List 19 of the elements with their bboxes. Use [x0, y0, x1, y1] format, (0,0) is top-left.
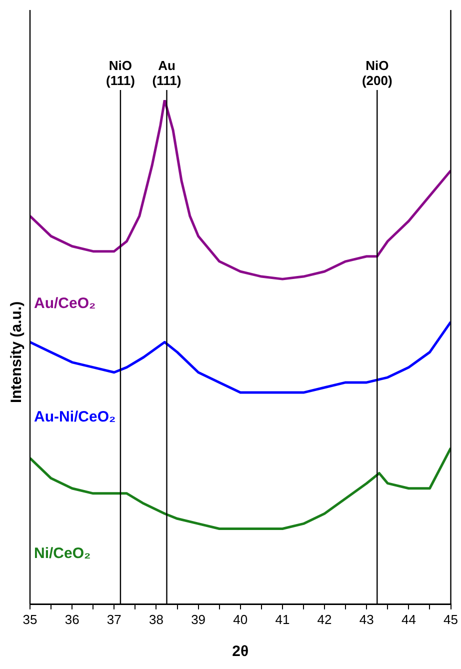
text: Ni/CeO₂: [34, 544, 91, 562]
x-tick-label: 38: [148, 612, 164, 627]
x-tick-label: 45: [444, 612, 458, 627]
x-tick-label: 40: [233, 612, 248, 627]
ref-line-label: Au (111): [152, 58, 182, 88]
text: Au-Ni/CeO₂: [34, 408, 116, 426]
y-axis-title: Intensity (a.u.): [8, 301, 26, 404]
x-axis-title: 2θ: [232, 643, 249, 660]
ref-line-label: NiO (111): [106, 58, 135, 88]
x-tick-label: 39: [191, 612, 206, 627]
x-tick-label: 35: [22, 612, 38, 627]
x-tick-label: 43: [359, 612, 374, 627]
x-tick-label: 42: [317, 612, 332, 627]
x-tick-label: 37: [106, 612, 122, 627]
x-tick-label: 36: [64, 612, 80, 627]
ref-line-label: NiO (200): [362, 58, 392, 88]
text: Au/CeO₂: [34, 295, 96, 312]
x-tick-label: 44: [401, 612, 416, 627]
x-tick-label: 41: [275, 612, 290, 627]
